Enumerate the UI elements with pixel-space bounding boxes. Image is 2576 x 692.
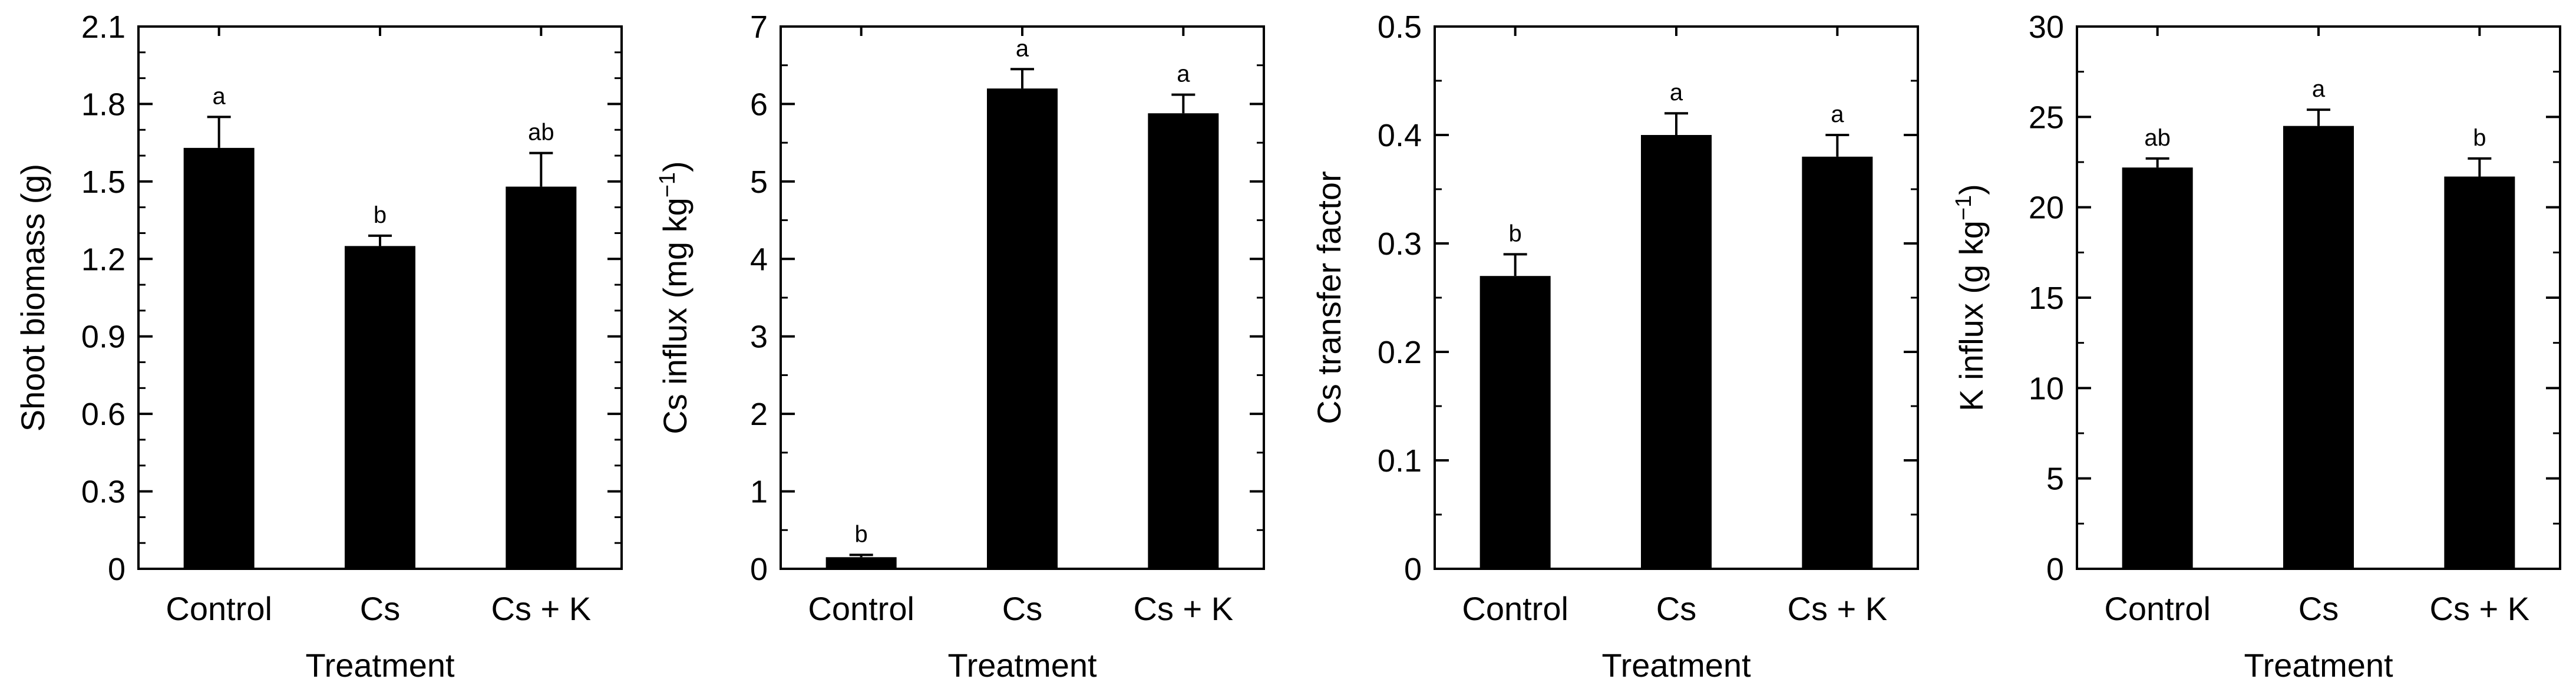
x-tick-label: Control: [166, 590, 272, 627]
x-axis-title: Treatment: [2244, 647, 2393, 684]
y-tick-label: 1.5: [81, 164, 126, 200]
y-tick-label: 30: [2029, 9, 2064, 45]
significance-letter: b: [374, 202, 387, 228]
y-axis-title-end: ): [1953, 184, 1990, 195]
error-bar: [207, 116, 231, 148]
x-axis-title: Treatment: [305, 647, 455, 684]
error-bar: [849, 553, 873, 558]
y-tick-label: 5: [750, 164, 768, 200]
y-tick-label: 10: [2029, 371, 2064, 406]
bar: [1148, 113, 1219, 569]
x-tick-label: Cs: [360, 590, 400, 627]
bar: [345, 246, 415, 569]
significance-letter: b: [855, 521, 868, 547]
y-tick-label: 20: [2029, 190, 2064, 226]
chart-panel-2: b a a 0 1 2 3 4 5 6 7 Control Cs Cs + K Treatment Cs in…: [655, 9, 1265, 684]
y-tick-label: 4: [750, 242, 768, 277]
error-bar: [368, 234, 392, 246]
x-axis-title: Treatment: [1601, 647, 1751, 684]
y-tick-label: 0.5: [1378, 9, 1422, 45]
y-axis-title: K influx (g kg−1): [1951, 184, 1990, 411]
y-tick-label: 7: [750, 9, 768, 45]
x-tick-label: Control: [2104, 590, 2211, 627]
y-tick-label: 0.1: [1378, 443, 1422, 479]
error-bar: [529, 151, 553, 187]
significance-letter: b: [2473, 125, 2486, 151]
y-tick-label: 3: [750, 319, 768, 355]
y-axis-title-end: ): [656, 161, 693, 172]
error-bar: [2145, 157, 2169, 168]
error-bar: [2307, 108, 2330, 126]
error-bar: [1171, 93, 1195, 114]
significance-letter: a: [1670, 80, 1683, 106]
bar: [506, 186, 577, 569]
x-tick-label: Cs + K: [1788, 590, 1888, 627]
y-tick-label: 2: [750, 397, 768, 432]
y-tick-label: 0.3: [81, 474, 126, 510]
error-bar: [1825, 134, 1850, 157]
y-tick-label: 0.6: [81, 397, 126, 432]
significance-letter: a: [1831, 101, 1844, 127]
y-tick-label: 0.3: [1378, 226, 1422, 262]
x-axis-title: Treatment: [947, 647, 1097, 684]
bar: [987, 88, 1058, 569]
y-tick-label: 1.2: [81, 242, 126, 277]
y-tick-label: 1: [750, 474, 768, 510]
x-tick-label: Cs: [2298, 590, 2339, 627]
bar: [2444, 176, 2515, 569]
significance-letter: a: [213, 83, 226, 109]
significance-letter: b: [1509, 220, 1522, 246]
bar: [183, 147, 255, 569]
significance-letter: a: [1016, 35, 1029, 61]
y-axis-title-superscript: −1: [1951, 195, 1976, 220]
y-tick-label: 0.2: [1378, 335, 1422, 370]
x-tick-label: Control: [808, 590, 914, 627]
error-bar: [2468, 157, 2492, 177]
bar: [2122, 167, 2193, 569]
y-axis-title: Cs influx (mg kg−1): [655, 161, 693, 434]
bar: [1641, 135, 1712, 569]
y-axis-title-main: K influx (g kg: [1953, 220, 1990, 411]
bar: [1479, 276, 1551, 569]
significance-letter: ab: [2144, 125, 2171, 151]
x-tick-label: Cs + K: [1134, 590, 1234, 627]
error-bar: [1010, 68, 1034, 89]
x-tick-label: Cs + K: [491, 590, 592, 627]
y-tick-label: 0: [750, 552, 768, 587]
error-bar: [1665, 112, 1688, 135]
y-tick-label: 0: [1404, 552, 1422, 587]
y-tick-label: 15: [2029, 281, 2064, 316]
y-tick-label: 0: [108, 552, 126, 587]
chart-panel-3: b a a 0 0.1 0.2 0.3 0.4 0.5 Control Cs Cs + K Treatm…: [1310, 9, 1919, 684]
y-tick-label: 1.8: [81, 87, 126, 122]
y-tick-label: 0: [2046, 552, 2064, 587]
y-tick-label: 6: [750, 87, 768, 122]
y-axis-title-main: Cs influx (mg kg: [656, 197, 693, 434]
y-axis-title: Cs transfer factor: [1310, 171, 1348, 424]
y-axis-title-superscript: −1: [655, 172, 680, 197]
x-tick-label: Cs: [1002, 590, 1042, 627]
significance-letter: ab: [528, 120, 554, 146]
y-axis-title: Shoot biomass (g): [14, 164, 51, 431]
y-tick-label: 0.9: [81, 319, 126, 355]
bar: [1802, 156, 1873, 569]
x-tick-label: Control: [1462, 590, 1568, 627]
significance-letter: a: [2312, 76, 2326, 102]
significance-letter: a: [1177, 61, 1190, 87]
y-tick-label: 2.1: [81, 9, 126, 45]
x-tick-label: Cs + K: [2430, 590, 2530, 627]
y-tick-label: 0.4: [1378, 118, 1422, 153]
bar: [2283, 126, 2354, 569]
error-bar: [1503, 253, 1527, 276]
y-tick-label: 25: [2029, 100, 2064, 135]
y-tick-label: 5: [2046, 462, 2064, 497]
x-tick-label: Cs: [1656, 590, 1696, 627]
